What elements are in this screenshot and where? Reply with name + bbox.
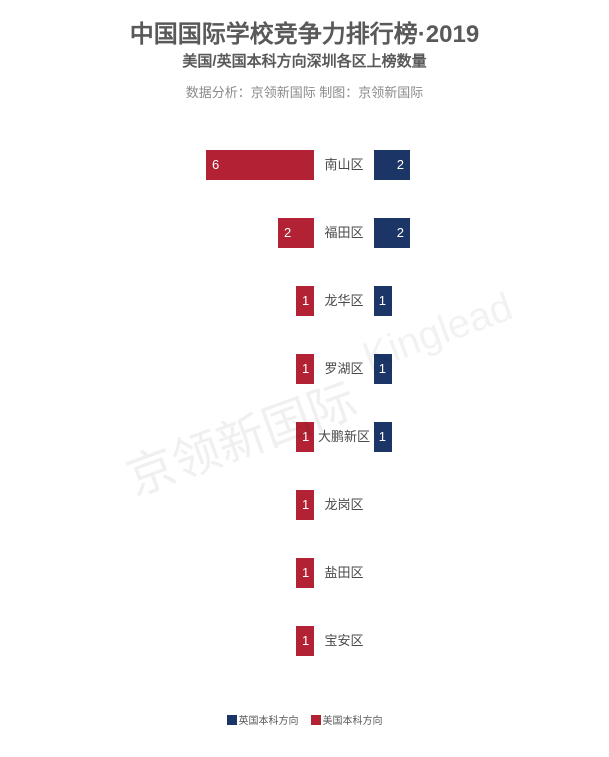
legend-label: 美国本科方向 [323,716,383,727]
chart-row: 罗湖区1 1 [0,354,609,384]
category-label: 龙华区 [314,286,374,316]
legend-item: 英国本科方向 [227,712,299,727]
legend-label: 英国本科方向 [239,716,299,727]
chart-row: 南山区6 2 [0,150,609,180]
bar-left: 1 [296,286,314,316]
chart-row: 盐田区1 [0,558,609,588]
chart-meta: 数据分析：京领新国际 制图：京领新国际 [0,82,609,101]
bar-left: 1 [296,626,314,656]
bar-left: 1 [296,490,314,520]
bar-right: 1 [374,286,392,316]
chart-subtitle: 美国/英国本科方向深圳各区上榜数量 [0,50,609,71]
chart-row: 龙岗区1 [0,490,609,520]
bar-left: 6 [206,150,314,180]
chart-canvas: 中国国际学校竞争力排行榜·2019 美国/英国本科方向深圳各区上榜数量 数据分析… [0,0,609,757]
bar-right: 2 [374,218,410,248]
bar-right: 2 [374,150,410,180]
category-label: 盐田区 [314,558,374,588]
category-label: 罗湖区 [314,354,374,384]
chart-legend: 英国本科方向 美国本科方向 [0,712,609,727]
chart-row: 龙华区1 1 [0,286,609,316]
legend-swatch [311,715,321,725]
chart-title: 中国国际学校竞争力排行榜·2019 [0,14,609,49]
chart-row: 大鹏新区1 1 [0,422,609,452]
bar-right: 1 [374,422,392,452]
chart-row: 宝安区1 [0,626,609,656]
legend-swatch [227,715,237,725]
category-label: 龙岗区 [314,490,374,520]
bar-left: 1 [296,354,314,384]
bar-right: 1 [374,354,392,384]
category-label: 大鹏新区 [314,422,374,452]
bar-left: 1 [296,558,314,588]
bar-left: 2 [278,218,314,248]
chart-row: 福田区2 2 [0,218,609,248]
category-label: 福田区 [314,218,374,248]
legend-item: 美国本科方向 [311,712,383,727]
category-label: 宝安区 [314,626,374,656]
category-label: 南山区 [314,150,374,180]
bar-left: 1 [296,422,314,452]
